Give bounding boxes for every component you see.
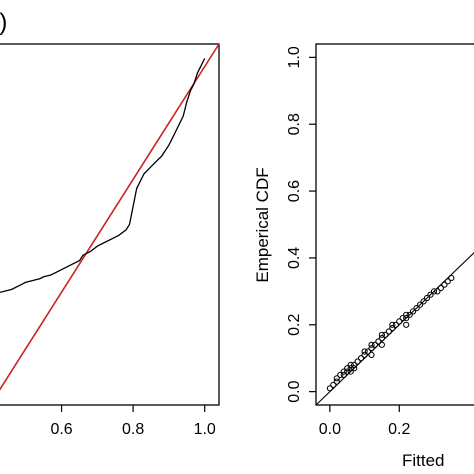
right-points-group (326, 274, 455, 392)
data-point (326, 385, 333, 392)
data-point (340, 368, 347, 375)
left-plot-frame (0, 43, 220, 406)
data-point (403, 311, 410, 318)
data-point (344, 368, 351, 375)
data-point (427, 291, 434, 298)
data-point (417, 301, 424, 308)
data-point (344, 365, 351, 372)
data-point (448, 274, 455, 282)
x-tick-label: 1.0 (194, 421, 216, 438)
right-panel: 0.00.20.40.60.81.0 0.0 0.2 Emperical CDF … (253, 43, 474, 470)
data-point (358, 355, 365, 362)
x-tick-label: 0.0 (319, 421, 341, 438)
y-axis-title: Emperical CDF (253, 167, 272, 282)
data-point (378, 335, 385, 342)
left-series-group (0, 43, 220, 391)
y-tick-label: 0.0 (286, 380, 303, 402)
data-point (444, 278, 451, 285)
data-point (333, 378, 340, 385)
data-point (333, 375, 340, 382)
data-point (437, 284, 444, 292)
identity-line (315, 252, 474, 406)
data-point (392, 321, 399, 328)
data-point (340, 371, 347, 378)
right-plot-frame (315, 43, 474, 406)
data-point (385, 328, 392, 335)
data-point (403, 321, 410, 328)
data-point (382, 331, 389, 338)
data-point (371, 341, 379, 348)
data-point (378, 341, 385, 348)
x-tick-label: 0.8 (122, 421, 144, 438)
data-point (351, 365, 358, 372)
x-axis-title: Fitted (402, 451, 445, 470)
data-point (368, 345, 375, 352)
y-tick-label: 0.2 (286, 314, 303, 336)
data-point (410, 308, 417, 315)
right-y-axis: 0.0 0.2 0.4 0.6 0.8 1.0 (286, 46, 316, 403)
data-point (423, 294, 431, 302)
data-point (378, 331, 385, 338)
ecdf-line (0, 58, 206, 294)
left-x-axis: 0.6 0.8 1.0 (50, 405, 216, 438)
data-point (389, 321, 396, 328)
y-tick-label: 0.4 (286, 247, 303, 269)
x-tick-label: 0.6 (50, 421, 72, 438)
data-point (337, 371, 344, 378)
data-point (361, 348, 368, 355)
data-point (375, 338, 382, 345)
left-panel: b) 0.6 0.8 1.0 (0, 9, 220, 438)
data-point (413, 305, 420, 312)
data-point (368, 341, 375, 348)
data-point (347, 361, 354, 368)
data-point (399, 315, 406, 322)
data-point (368, 351, 375, 358)
data-point (330, 381, 337, 388)
data-point (351, 361, 358, 368)
data-point (430, 288, 438, 295)
data-point (420, 298, 427, 305)
reference-line (0, 43, 220, 391)
data-point (389, 325, 396, 332)
right-x-axis: 0.0 0.2 (319, 405, 410, 438)
data-point (361, 351, 368, 358)
data-point (406, 311, 413, 318)
data-point (396, 318, 403, 325)
data-point (441, 281, 448, 288)
data-point (403, 315, 410, 322)
data-point (434, 288, 441, 295)
data-point (354, 358, 361, 365)
data-point (347, 365, 354, 372)
right-reference-line-group (315, 252, 474, 406)
x-tick-label: 0.2 (388, 421, 410, 438)
y-tick-label: 0.6 (286, 180, 303, 202)
data-point (347, 368, 354, 375)
y-tick-label: 1.0 (286, 46, 303, 68)
panel-label: b) (0, 9, 7, 36)
data-point (364, 348, 372, 355)
y-tick-label: 0.8 (286, 113, 303, 135)
